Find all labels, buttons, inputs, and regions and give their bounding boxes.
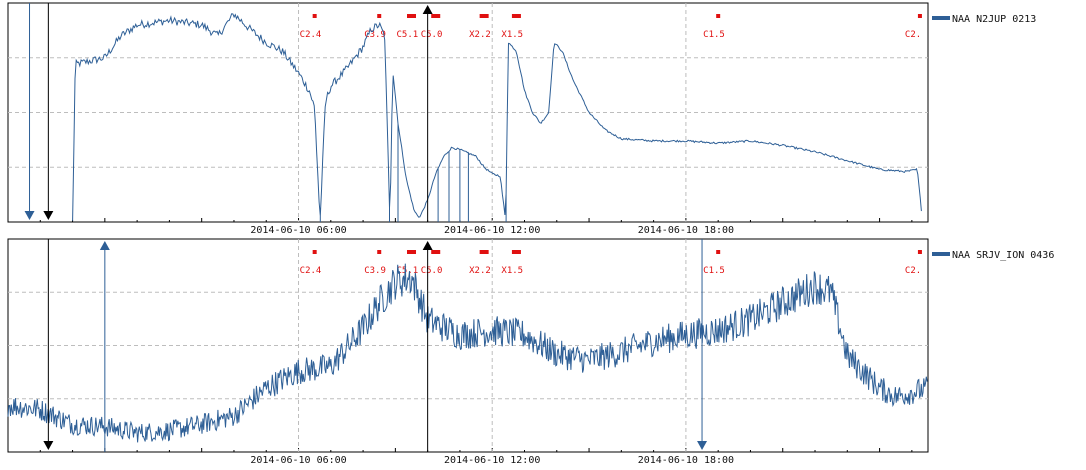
bottom-legend-swatch [932, 252, 950, 256]
bottom-flare-marker-0 [312, 250, 317, 254]
top-chart-svg: 2014-06-10 06:00 2014-06-10 12:00 2014-06-… [7, 2, 1036, 236]
top-flare-marker-6 [716, 14, 721, 18]
bottom-flare-label-1: C3.9 [364, 266, 386, 276]
bottom-flare-label-2: C5.1 [397, 266, 419, 276]
top-flare-label-0: C2.4 [300, 30, 322, 40]
bottom-flare-marker-2 [407, 250, 417, 254]
bottom-flare-marker-7 [917, 250, 922, 254]
top-marker-arrow-down-0 [24, 211, 35, 220]
top-xtick-label-0: 2014-06-10 06:00 [250, 225, 346, 236]
bottom-flare-label-6: C1.5 [703, 266, 725, 276]
bottom-flare-label-7: C2. [905, 266, 921, 276]
top-flare-label-5: X1.5 [501, 30, 523, 40]
bottom-flare-marker-3 [431, 250, 441, 254]
bottom-chart-svg: 2014-06-10 06:00 2014-06-10 12:00 2014-06-… [7, 238, 1054, 466]
top-xtick-label-2: 2014-06-10 18:00 [638, 225, 734, 236]
bottom-marker-arrow-up-2 [422, 241, 433, 250]
top-legend-swatch [932, 16, 950, 20]
bottom-chart-panel: 2014-06-10 06:00 2014-06-10 12:00 2014-06-… [0, 236, 1086, 470]
bottom-marker-arrow-down-3 [697, 441, 708, 450]
bottom-flare-label-0: C2.4 [300, 266, 322, 276]
bottom-flare-marker-1 [377, 250, 382, 254]
bottom-flare-marker-6 [716, 250, 721, 254]
top-flare-marker-4 [479, 14, 489, 18]
top-flare-marker-0 [312, 14, 317, 18]
top-marker-arrow-up-2 [422, 5, 433, 14]
top-flare-label-4: X2.2 [469, 30, 491, 40]
bottom-xtick-label-1: 2014-06-10 12:00 [444, 455, 540, 466]
top-chart-panel: 2014-06-10 06:00 2014-06-10 12:00 2014-06-… [7, 2, 1036, 236]
bottom-flare-marker-5 [511, 250, 521, 254]
bottom-flare-label-3: C5.0 [421, 266, 443, 276]
top-flare-label-7: C2. [905, 30, 921, 40]
top-flare-label-2: C5.1 [397, 30, 419, 40]
top-flare-marker-2 [407, 14, 417, 18]
bottom-marker-arrow-down-0 [43, 441, 54, 450]
top-marker-arrow-down-1 [43, 211, 54, 220]
bottom-flare-label-5: X1.5 [501, 266, 523, 276]
top-flare-label-1: C3.9 [364, 30, 386, 40]
bottom-xtick-label-0: 2014-06-10 06:00 [250, 455, 346, 466]
bottom-flare-label-4: X2.2 [469, 266, 491, 276]
bottom-legend-label: NAA SRJV_ION 0436 [952, 250, 1054, 261]
top-flare-marker-1 [377, 14, 382, 18]
top-flare-label-6: C1.5 [703, 30, 725, 40]
bottom-marker-arrow-up-1 [99, 241, 110, 250]
top-xtick-label-1: 2014-06-10 12:00 [444, 225, 540, 236]
bottom-xtick-label-2: 2014-06-10 18:00 [638, 455, 734, 466]
bottom-series-line [7, 263, 928, 443]
bottom-flare-marker-4 [479, 250, 489, 254]
top-flare-marker-5 [511, 14, 521, 18]
top-flare-marker-7 [917, 14, 922, 18]
top-flare-label-3: C5.0 [421, 30, 443, 40]
top-legend-label: NAA N2JUP 0213 [952, 14, 1036, 25]
top-flare-marker-3 [431, 14, 441, 18]
top-series-line [72, 13, 922, 222]
